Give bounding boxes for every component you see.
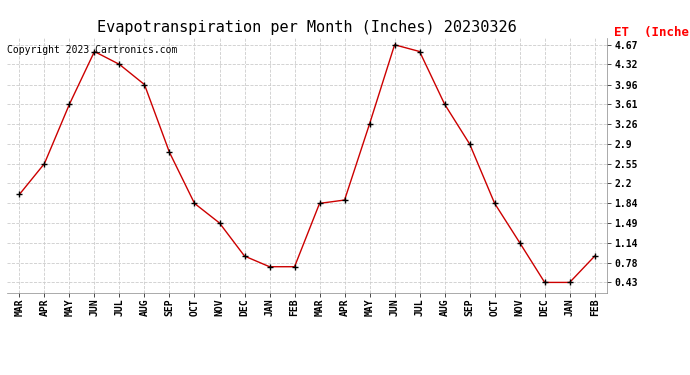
Title: Evapotranspiration per Month (Inches) 20230326: Evapotranspiration per Month (Inches) 20…	[97, 20, 517, 35]
Text: ET  (Inches): ET (Inches)	[614, 26, 690, 39]
Text: Copyright 2023 Cartronics.com: Copyright 2023 Cartronics.com	[7, 45, 177, 55]
